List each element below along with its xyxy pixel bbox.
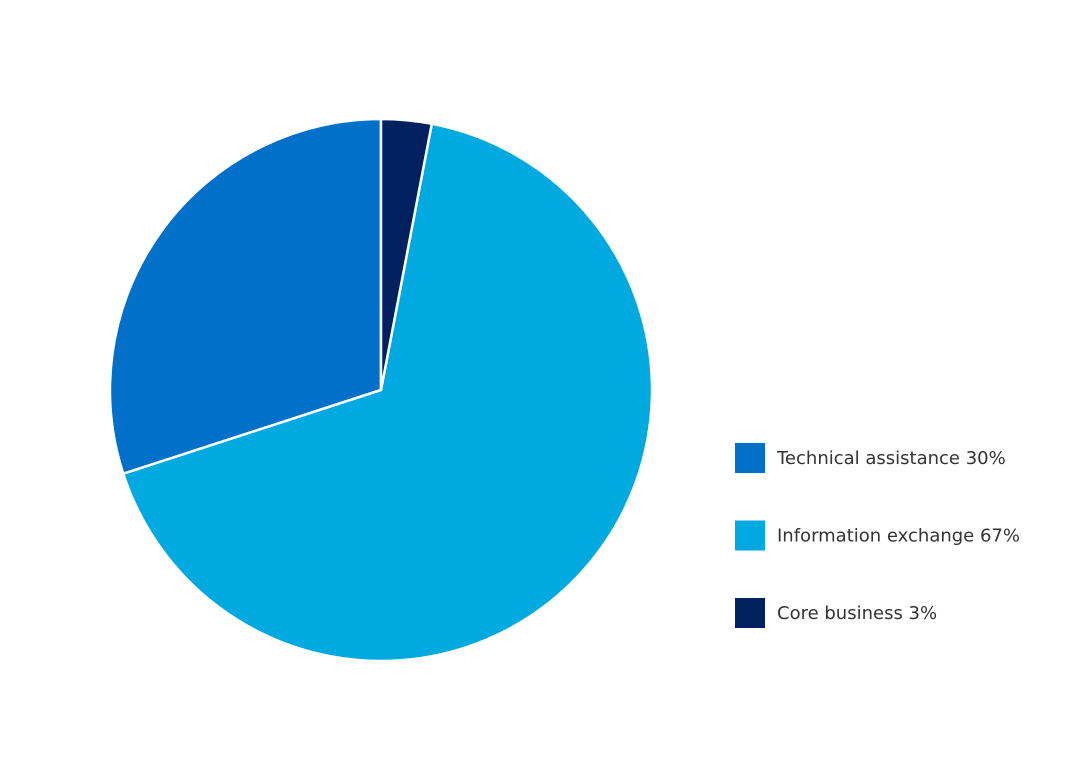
pie-slice [108,117,383,475]
legend-swatch [735,520,765,551]
legend-swatch [735,598,765,628]
pie-slice [379,117,434,392]
legend-swatch [735,443,765,473]
legend-label: Technical assistance 30% [776,448,1006,469]
legend-label: Core business 3% [777,603,937,624]
legend-label: Information exchange 67% [777,526,1020,547]
pie-slice [122,122,654,663]
